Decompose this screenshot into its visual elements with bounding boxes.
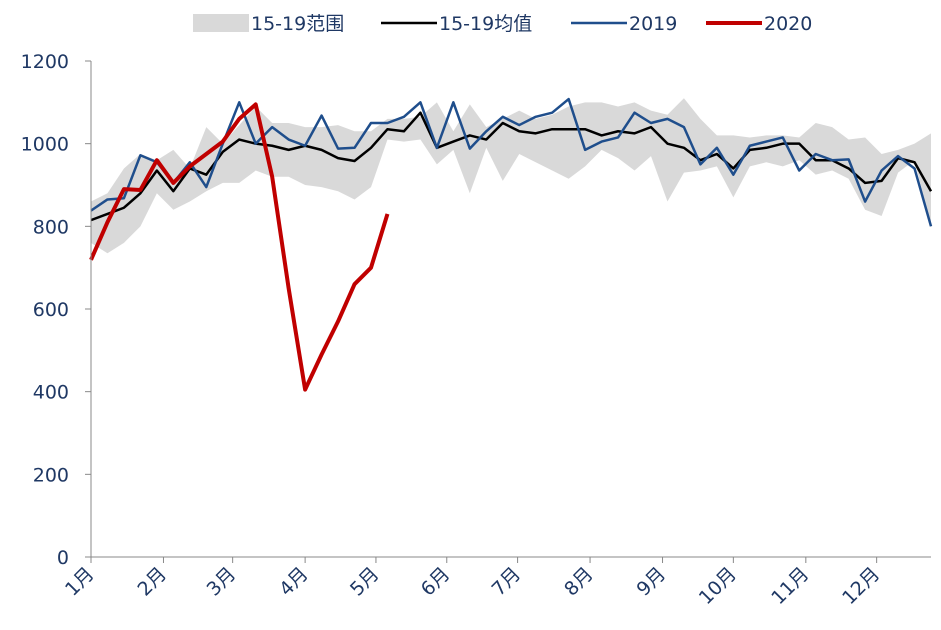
x-tick-label: 4月 xyxy=(275,563,313,601)
y-tick-label: 200 xyxy=(33,464,69,486)
range-band xyxy=(91,98,931,254)
legend-label: 2020 xyxy=(764,13,812,35)
x-tick-label: 11月 xyxy=(767,563,813,609)
legend-label: 2019 xyxy=(629,13,677,35)
series-line xyxy=(90,111,933,222)
y-tick-label: 800 xyxy=(33,216,69,238)
x-tick-label: 3月 xyxy=(203,563,241,601)
x-tick-label: 12月 xyxy=(838,563,884,609)
y-tick-label: 1200 xyxy=(21,51,69,73)
y-tick-label: 600 xyxy=(33,299,69,321)
series-line xyxy=(90,97,933,227)
x-tick-label: 2月 xyxy=(133,563,171,601)
x-tick-label: 10月 xyxy=(695,563,741,609)
y-tick-label: 400 xyxy=(33,382,69,404)
y-tick-label: 1000 xyxy=(21,134,69,156)
legend-label: 15-19范围 xyxy=(251,13,344,35)
x-tick-label: 5月 xyxy=(346,563,384,601)
series-line xyxy=(89,102,390,392)
x-tick-label: 6月 xyxy=(417,563,455,601)
x-tick-label: 8月 xyxy=(560,563,598,601)
x-tick-label: 9月 xyxy=(633,563,671,601)
legend-swatch xyxy=(193,14,249,32)
y-tick-label: 0 xyxy=(57,547,69,569)
x-tick-label: 7月 xyxy=(488,563,526,601)
legend-label: 15-19均值 xyxy=(439,13,532,35)
